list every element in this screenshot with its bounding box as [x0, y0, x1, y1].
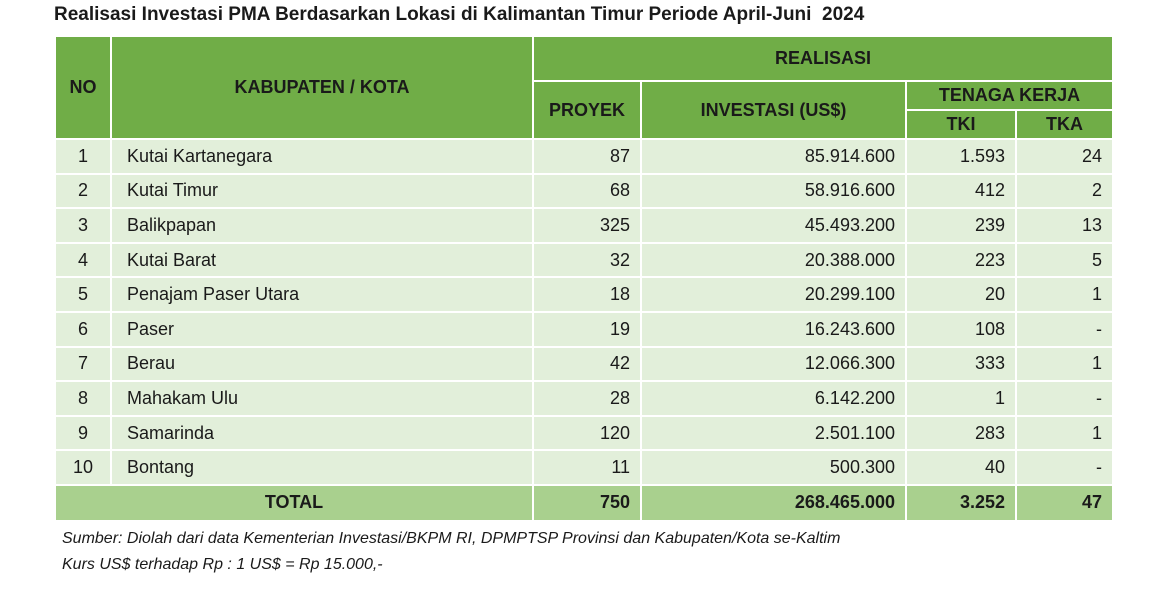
cell-proyek: 11 — [532, 449, 642, 486]
cell-tki: 239 — [905, 207, 1017, 244]
cell-kabupaten: Kutai Timur — [110, 172, 534, 210]
cell-kabupaten: Samarinda — [110, 414, 534, 452]
cell-tki: 1 — [905, 380, 1017, 417]
table-row: 5 Penajam Paser Utara 18 20.299.100 20 1 — [54, 276, 1115, 313]
table-row: 8 Mahakam Ulu 28 6.142.200 1- — [54, 380, 1115, 417]
cell-proyek: 68 — [532, 172, 642, 210]
cell-no: 9 — [54, 414, 112, 452]
cell-no: 8 — [54, 380, 112, 417]
cell-proyek: 32 — [532, 241, 642, 279]
cell-tki: 108 — [905, 310, 1017, 348]
table-row: 1 Kutai Kartanegara 87 85.914.600 1.593 24 — [54, 138, 1115, 175]
cell-kabupaten: Bontang — [110, 449, 534, 486]
cell-no: 2 — [54, 172, 112, 210]
header-tenaga-kerja: TENAGA KERJA — [904, 80, 1115, 111]
table-row: 9 Samarinda 120 2.501.100 283 1 — [54, 414, 1115, 452]
cell-tki: 283 — [905, 414, 1017, 452]
cell-tka: 1 — [1014, 276, 1115, 313]
total-row: TOTAL 750 268.465.000 3.252 47 — [54, 483, 1115, 522]
total-label: TOTAL — [54, 483, 534, 522]
cell-tka: - — [1014, 449, 1115, 486]
total-investasi: 268.465.000 — [640, 483, 907, 522]
table-row: 6 Paser 19 16.243.600 108- — [54, 310, 1115, 348]
cell-tka: 13 — [1014, 207, 1115, 244]
cell-kabupaten: Kutai Kartanegara — [110, 138, 534, 175]
cell-investasi: 85.914.600 — [640, 138, 907, 175]
table-row: 2 Kutai Timur 68 58.916.600 412 2 — [54, 172, 1115, 210]
cell-tki: 412 — [905, 172, 1017, 210]
exchange-rate-note: Kurs US$ terhadap Rp : 1 US$ = Rp 15.000… — [62, 556, 383, 573]
header-no: NO — [54, 35, 112, 140]
cell-investasi: 20.299.100 — [640, 276, 907, 313]
cell-kabupaten: Balikpapan — [110, 207, 534, 244]
header-kabupaten: KABUPATEN / KOTA — [110, 35, 534, 140]
cell-investasi: 6.142.200 — [640, 380, 907, 417]
cell-tka: 24 — [1014, 138, 1115, 175]
table-row: 3 Balikpapan 325 45.493.200 239 13 — [54, 207, 1115, 244]
cell-no: 7 — [54, 345, 112, 383]
header-tki: TKI — [905, 109, 1017, 140]
cell-no: 1 — [54, 138, 112, 175]
cell-tki: 20 — [905, 276, 1017, 313]
total-tka: 47 — [1014, 483, 1115, 522]
table-row: 7 Berau 42 12.066.300 333 1 — [54, 345, 1115, 383]
header-investasi: INVESTASI (US$) — [640, 80, 907, 140]
cell-proyek: 18 — [532, 276, 642, 313]
cell-proyek: 28 — [532, 380, 642, 417]
cell-no: 10 — [54, 449, 112, 486]
cell-tka: 5 — [1014, 241, 1115, 279]
source-note: Sumber: Diolah dari data Kementerian Inv… — [62, 530, 841, 547]
cell-kabupaten: Mahakam Ulu — [110, 380, 534, 417]
cell-proyek: 42 — [532, 345, 642, 383]
cell-investasi: 20.388.000 — [640, 241, 907, 279]
cell-no: 4 — [54, 241, 112, 279]
header-realisasi: REALISASI — [531, 35, 1115, 82]
cell-investasi: 16.243.600 — [640, 310, 907, 348]
cell-tki: 1.593 — [905, 138, 1017, 175]
cell-kabupaten: Kutai Barat — [110, 241, 534, 279]
cell-proyek: 19 — [532, 310, 642, 348]
table-row: 10 Bontang 11 500.300 40- — [54, 449, 1115, 486]
table-title: Realisasi Investasi PMA Berdasarkan Loka… — [54, 4, 865, 25]
cell-tka: - — [1014, 310, 1115, 348]
investment-table: NO KABUPATEN / KOTA REALISASI PROYEK INV… — [54, 35, 1115, 522]
cell-no: 6 — [54, 310, 112, 348]
cell-investasi: 58.916.600 — [640, 172, 907, 210]
cell-investasi: 45.493.200 — [640, 207, 907, 244]
header-proyek: PROYEK — [532, 80, 642, 140]
cell-kabupaten: Paser — [110, 310, 534, 348]
cell-proyek: 325 — [532, 207, 642, 244]
cell-tka: 2 — [1014, 172, 1115, 210]
cell-tki: 223 — [905, 241, 1017, 279]
cell-investasi: 12.066.300 — [640, 345, 907, 383]
total-proyek: 750 — [532, 483, 642, 522]
cell-investasi: 500.300 — [640, 449, 907, 486]
cell-proyek: 87 — [532, 138, 642, 175]
total-tki: 3.252 — [905, 483, 1017, 522]
cell-kabupaten: Berau — [110, 345, 534, 383]
table-row: 4 Kutai Barat 32 20.388.000 223 5 — [54, 241, 1115, 279]
cell-proyek: 120 — [532, 414, 642, 452]
cell-tka: 1 — [1014, 345, 1115, 383]
cell-no: 5 — [54, 276, 112, 313]
cell-tka: - — [1014, 380, 1115, 417]
cell-investasi: 2.501.100 — [640, 414, 907, 452]
cell-tki: 40 — [905, 449, 1017, 486]
cell-tka: 1 — [1014, 414, 1115, 452]
cell-kabupaten: Penajam Paser Utara — [110, 276, 534, 313]
header-tka: TKA — [1014, 109, 1115, 140]
cell-no: 3 — [54, 207, 112, 244]
cell-tki: 333 — [905, 345, 1017, 383]
